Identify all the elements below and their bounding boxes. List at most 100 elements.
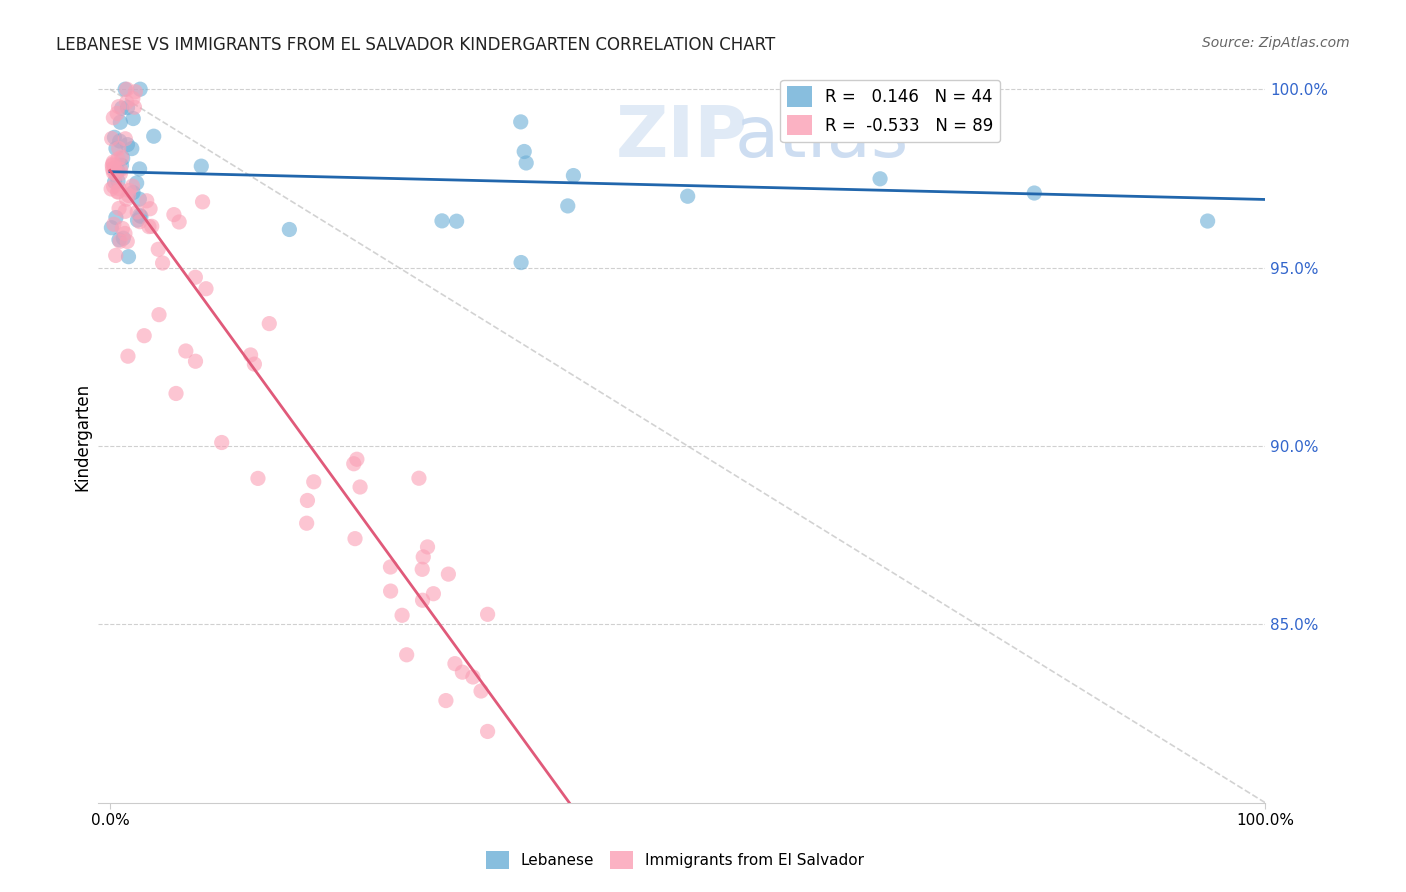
Point [121,92,143,106]
Point [510,255,533,269]
Point [142,129,165,144]
Point [412,593,434,607]
Point [167,215,190,229]
Point [129,82,152,96]
Point [115,192,138,206]
Point [557,199,579,213]
Point [107,185,129,199]
Point [451,665,474,680]
Point [104,141,127,155]
Point [108,134,131,148]
Point [127,205,149,219]
Point [108,233,131,247]
Point [128,192,150,206]
Point [391,608,413,623]
Point [163,208,186,222]
Point [395,648,418,662]
Point [349,480,371,494]
Point [114,132,136,146]
Point [104,248,127,262]
Point [509,115,531,129]
Point [562,169,585,183]
Point [101,159,124,173]
Point [111,221,134,235]
Point [121,142,143,156]
Point [129,210,152,224]
Point [422,587,444,601]
Point [108,202,131,216]
Point [515,156,537,170]
Point [110,167,132,181]
Point [135,194,157,208]
Point [190,159,212,173]
Point [412,549,434,564]
Point [278,222,301,236]
Point [104,161,127,175]
Point [121,179,143,194]
Point [446,214,468,228]
Point [243,357,266,371]
Point [259,317,281,331]
Point [411,562,433,576]
Point [100,182,122,196]
Point [124,85,146,99]
Point [152,256,174,270]
Point [117,250,139,264]
Point [107,185,129,199]
Point [676,189,699,203]
Point [343,457,366,471]
Point [105,106,128,120]
Point [107,164,129,178]
Text: Source: ZipAtlas.com: Source: ZipAtlas.com [1202,36,1350,50]
Point [115,82,138,96]
Point [141,219,163,234]
Point [434,693,457,707]
Point [124,100,146,114]
Point [1197,214,1219,228]
Point [108,182,131,196]
Point [114,227,136,241]
Text: atlas: atlas [735,103,910,171]
Point [437,567,460,582]
Point [148,308,170,322]
Point [104,211,127,225]
Point [104,175,127,189]
Point [513,145,536,159]
Point [195,282,218,296]
Legend: Lebanese, Immigrants from El Salvador: Lebanese, Immigrants from El Salvador [479,845,870,875]
Point [111,101,134,115]
Point [416,540,439,554]
Point [184,270,207,285]
Point [128,161,150,176]
Point [103,217,125,231]
Text: LEBANESE VS IMMIGRANTS FROM EL SALVADOR KINDERGARTEN CORRELATION CHART: LEBANESE VS IMMIGRANTS FROM EL SALVADOR … [56,36,776,54]
Point [470,684,492,698]
Point [461,670,484,684]
Point [128,209,150,223]
Text: ZIP: ZIP [616,103,748,171]
Point [211,435,233,450]
Point [122,112,145,126]
Y-axis label: Kindergarten: Kindergarten [73,383,91,491]
Point [118,183,141,197]
Point [112,231,135,245]
Point [114,204,136,219]
Point [165,386,187,401]
Point [127,213,149,227]
Point [107,152,129,166]
Point [1024,186,1046,200]
Point [477,607,499,622]
Point [122,186,145,200]
Point [107,141,129,155]
Point [103,179,125,194]
Point [477,724,499,739]
Point [297,493,319,508]
Point [101,157,124,171]
Point [295,516,318,531]
Point [430,214,453,228]
Point [110,150,132,164]
Point [103,111,125,125]
Point [107,174,129,188]
Point [110,158,132,172]
Point [110,162,132,177]
